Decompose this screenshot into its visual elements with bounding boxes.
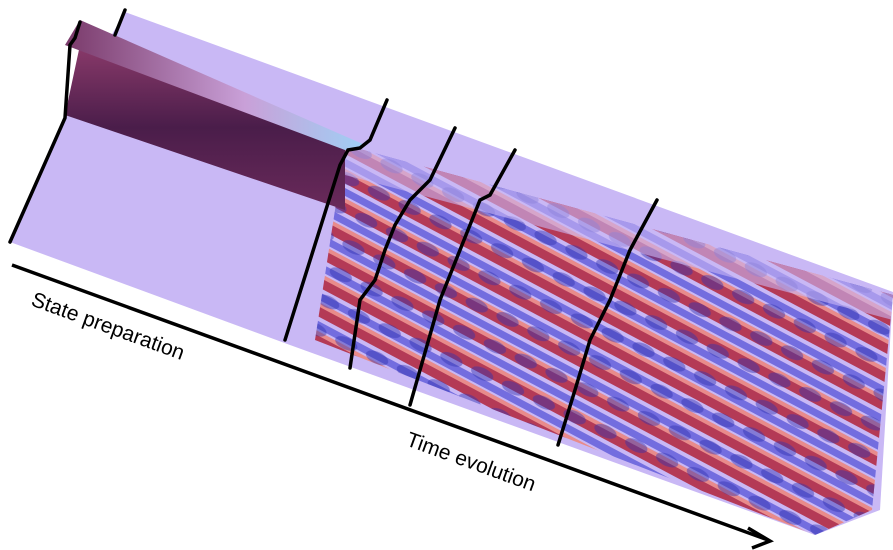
label-time-evolution: Time evolution xyxy=(403,428,538,496)
figure: State preparation Time evolution xyxy=(0,0,893,550)
